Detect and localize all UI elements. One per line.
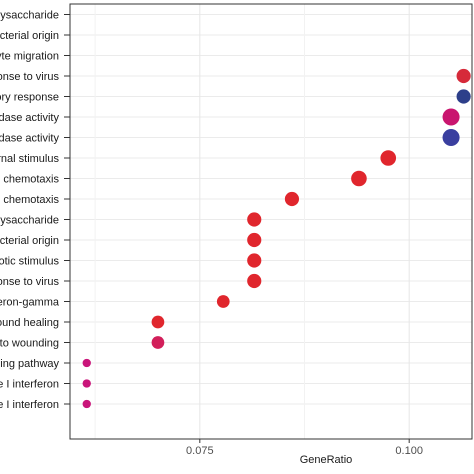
data-point — [151, 336, 165, 349]
data-point — [456, 68, 471, 84]
data-point — [247, 232, 262, 248]
data-point — [82, 399, 91, 409]
y-axis-label: ponse to virus — [0, 71, 59, 83]
y-axis-label: ound healing — [0, 317, 59, 329]
data-point — [247, 273, 262, 289]
y-axis-label: llysaccharide — [0, 215, 59, 227]
data-point — [247, 212, 262, 227]
data-point — [284, 191, 300, 207]
x-axis-tick-label: 0.075 — [186, 445, 214, 457]
data-point — [442, 128, 460, 147]
data-point — [442, 108, 460, 126]
y-axis-labels: llysaccharide acterial origin yte migratio… — [0, 10, 70, 411]
y-axis-label: ory response — [0, 92, 59, 104]
data-point — [351, 170, 367, 187]
x-axis-title: GeneRatio — [300, 454, 353, 466]
y-axis-label: acterial origin — [0, 30, 59, 42]
y-axis-label: idase activity — [0, 133, 59, 145]
x-axis-tick-label: 0.100 — [395, 445, 423, 457]
y-axis-label: llysaccharide — [0, 10, 59, 22]
data-points — [82, 68, 471, 409]
y-axis-label: pe I interferon — [0, 379, 59, 391]
y-axis-label: idase activity — [0, 112, 59, 124]
data-point — [247, 253, 262, 268]
y-axis-label: iotic stimulus — [0, 256, 59, 268]
y-axis-label: lling pathway — [0, 358, 60, 370]
y-axis-label: e I interferon — [0, 399, 59, 411]
data-point — [456, 89, 471, 104]
data-point — [151, 315, 165, 329]
y-axis-label: to wounding — [0, 338, 59, 350]
data-point — [82, 358, 91, 368]
grid-lines — [70, 4, 472, 439]
panel-border — [69, 3, 473, 440]
y-axis-label: yte migration — [0, 51, 59, 63]
y-axis-label: l chemotaxis — [0, 174, 59, 186]
x-axis-ticks: 0.075 0.100 — [186, 439, 423, 457]
y-axis-label: e chemotaxis — [0, 194, 59, 206]
data-point — [216, 295, 230, 308]
data-point — [82, 379, 91, 388]
y-axis-label: eron-gamma — [0, 297, 60, 309]
y-axis-label: ponse to virus — [0, 276, 59, 288]
plot-panel — [70, 4, 472, 439]
y-axis-label: rnal stimulus — [0, 153, 59, 165]
data-point — [380, 150, 397, 166]
y-axis-label: acterial origin — [0, 235, 59, 247]
